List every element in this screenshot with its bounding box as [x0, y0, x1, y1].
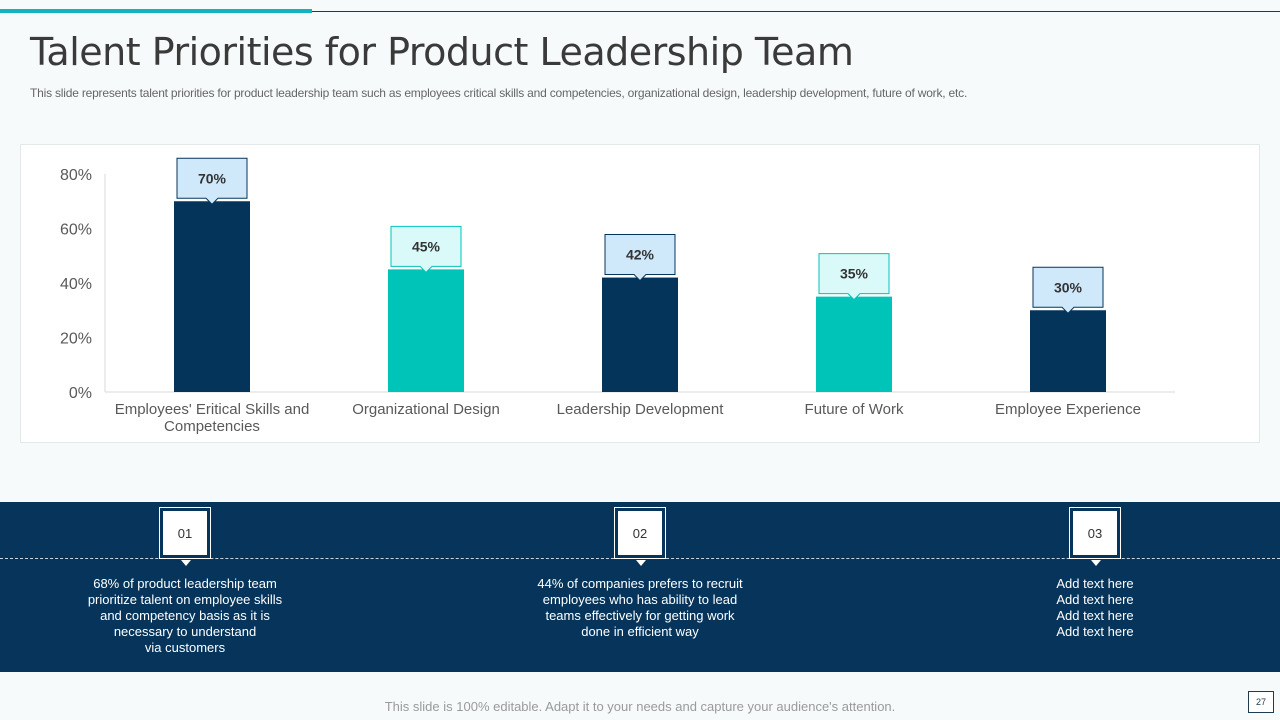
footer-note: This slide is 100% editable. Adapt it to… [384, 699, 896, 714]
bar-chart: 0% 20% 40% 60% 80% 70% Employees' Eritical Ski… [60, 157, 1175, 435]
step-number: 03 [1073, 511, 1117, 555]
y-tick-label: 0% [69, 385, 92, 402]
step-text-02: 44% of companies prefers to recruit empl… [537, 576, 743, 639]
data-label-callout [176, 157, 248, 205]
step-pointer [1091, 560, 1101, 566]
category-label: Future of Work [805, 401, 904, 418]
data-label-callout [390, 225, 462, 274]
data-label: 70% [198, 170, 227, 186]
step-pointer [636, 560, 646, 566]
page-title: Talent Priorities for Product Leadership… [30, 30, 854, 74]
page-number: 27 [1248, 691, 1274, 713]
step-pointer [181, 560, 191, 566]
y-tick-label: 40% [60, 276, 92, 293]
category-label: Leadership Development [557, 401, 725, 418]
data-label-callout [604, 234, 676, 282]
bar [388, 269, 464, 392]
category-label: Employees' Eritical Skills and [115, 401, 310, 418]
category-label: Employee Experience [995, 401, 1141, 418]
data-label: 45% [412, 238, 441, 254]
y-tick-label: 60% [60, 222, 92, 239]
page-subtitle: This slide represents talent priorities … [30, 86, 968, 100]
bar [602, 277, 678, 392]
step-marker-01: 01 [159, 507, 211, 566]
y-tick-label: 20% [60, 331, 92, 348]
category-label: Organizational Design [352, 401, 500, 418]
step-text-03: Add text here Add text here Add text her… [1056, 576, 1134, 639]
data-label: 42% [626, 247, 655, 263]
step-text-01: 68% of product leadership team prioritiz… [87, 576, 283, 655]
step-marker-02: 02 [614, 507, 666, 566]
bar [816, 296, 892, 392]
top-accent-bar [0, 9, 312, 13]
y-tick-label: 80% [60, 167, 92, 184]
step-number: 02 [618, 511, 662, 555]
data-label-callout [1032, 266, 1104, 314]
category-label: Competencies [164, 418, 260, 435]
step-number: 01 [163, 511, 207, 555]
data-label-callout [818, 253, 890, 301]
step-marker-03: 03 [1069, 507, 1121, 566]
bar [1030, 310, 1106, 392]
top-rule [0, 11, 1280, 12]
data-label: 30% [1054, 279, 1083, 295]
bar [174, 201, 250, 392]
data-label: 35% [840, 266, 869, 282]
